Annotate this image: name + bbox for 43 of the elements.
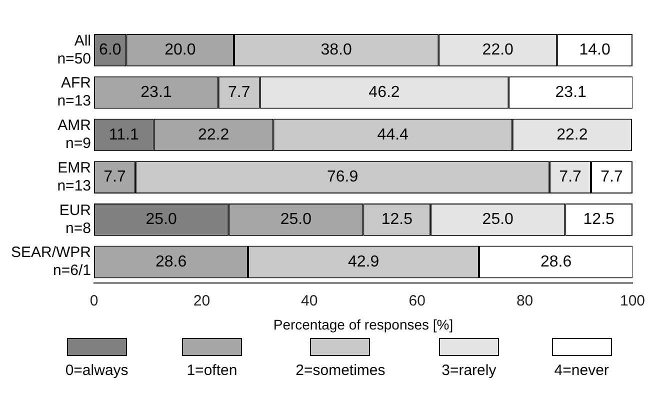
data-label: 23.1 xyxy=(555,84,587,101)
x-tick-label: 60 xyxy=(408,292,426,310)
x-tick-label: 20 xyxy=(193,292,210,310)
data-label: 7.7 xyxy=(600,168,623,186)
data-label: 12.5 xyxy=(381,211,413,228)
y-tick-label: AFR n=13 xyxy=(57,74,92,110)
y-tick-label: SEAR/WPR n=6/1 xyxy=(10,244,92,280)
data-label: 22.2 xyxy=(198,126,230,144)
data-label: 14.0 xyxy=(579,42,610,59)
y-tick-label: All n=50 xyxy=(57,32,92,68)
legend-label: 4=never xyxy=(554,362,609,379)
legend-label: 3=rarely xyxy=(442,362,496,379)
legend-label: 1=often xyxy=(186,362,238,379)
x-tick-label: 100 xyxy=(620,292,645,310)
data-label: 20.0 xyxy=(164,42,196,59)
x-tick-label: 0 xyxy=(90,292,98,310)
data-label: 11.1 xyxy=(108,126,139,144)
data-label: 7.7 xyxy=(104,168,126,186)
data-label: 44.4 xyxy=(377,126,409,144)
y-tick-label: AMR n=9 xyxy=(58,117,92,152)
y-tick-label: EUR n=8 xyxy=(59,202,92,237)
data-label: 6.0 xyxy=(99,42,122,59)
data-label: 28.6 xyxy=(155,253,187,270)
data-label: 46.2 xyxy=(368,84,400,101)
data-label: 42.9 xyxy=(348,253,380,270)
data-label: 23.1 xyxy=(140,84,172,101)
x-axis-title: Percentage of responses [%] xyxy=(273,316,454,332)
data-label: 22.0 xyxy=(482,42,514,59)
data-label: 25.0 xyxy=(482,211,514,228)
data-label: 25.0 xyxy=(280,211,312,228)
data-label: 7.7 xyxy=(559,168,582,186)
x-tick-label: 80 xyxy=(516,292,534,310)
x-tick-label: 40 xyxy=(301,292,318,310)
legend-label: 2=sometimes xyxy=(296,362,386,379)
legend-label: 0=always xyxy=(65,362,128,379)
data-label: 22.2 xyxy=(556,126,588,144)
data-label: 25.0 xyxy=(146,211,177,228)
data-label: 7.7 xyxy=(228,84,250,101)
y-tick-label: EMR n=13 xyxy=(57,159,92,194)
data-label: 76.9 xyxy=(326,168,358,186)
data-label: 38.0 xyxy=(320,42,352,59)
data-label: 28.6 xyxy=(540,253,572,270)
data-label: 12.5 xyxy=(583,211,615,228)
